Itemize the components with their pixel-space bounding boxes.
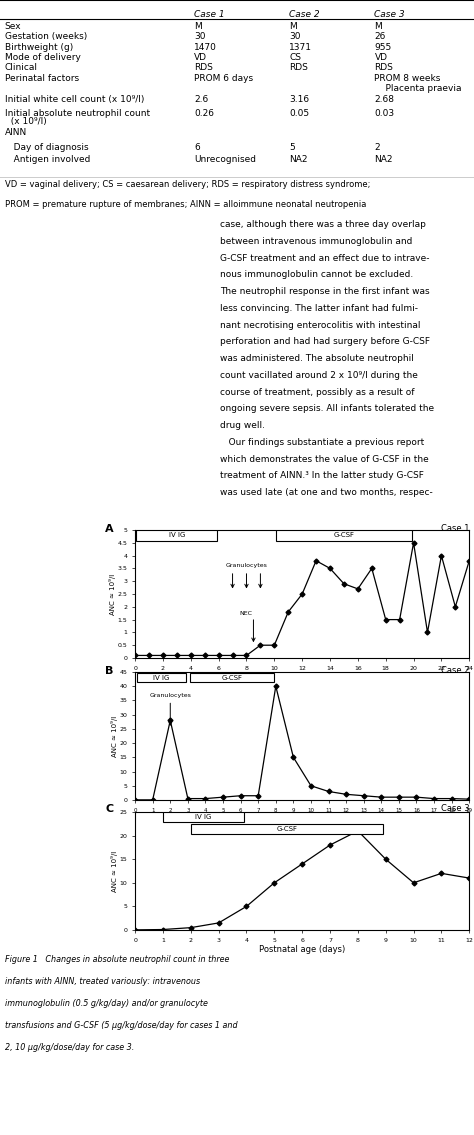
Text: Day of diagnosis: Day of diagnosis	[5, 143, 88, 152]
Y-axis label: ANC ≈ 10⁹/l: ANC ≈ 10⁹/l	[111, 850, 118, 892]
Bar	[190, 673, 274, 682]
Text: perforation and had had surgery before G-CSF: perforation and had had surgery before G…	[220, 337, 430, 346]
Text: AINN: AINN	[5, 128, 27, 137]
Text: 1470: 1470	[194, 43, 217, 52]
Text: Perinatal factors: Perinatal factors	[5, 74, 79, 83]
Text: Granulocytes: Granulocytes	[226, 563, 267, 569]
Y-axis label: ANC ≈ 10⁹/l: ANC ≈ 10⁹/l	[109, 573, 116, 615]
Text: B: B	[105, 665, 113, 675]
Text: infants with AINN, treated variously: intravenous: infants with AINN, treated variously: in…	[5, 977, 200, 986]
Bar	[163, 812, 244, 823]
Text: Sex: Sex	[5, 23, 21, 32]
Text: Birthweight (g): Birthweight (g)	[5, 43, 73, 52]
Text: RDS: RDS	[194, 64, 213, 73]
Text: 6: 6	[194, 143, 200, 152]
Text: PROM = premature rupture of membranes; AINN = alloimmune neonatal neutropenia: PROM = premature rupture of membranes; A…	[5, 200, 366, 209]
Text: count vacillated around 2 x 10⁹/l during the: count vacillated around 2 x 10⁹/l during…	[220, 371, 418, 380]
Text: M: M	[194, 23, 202, 32]
Text: VD = vaginal delivery; CS = caesarean delivery; RDS = respiratory distress syndr: VD = vaginal delivery; CS = caesarean de…	[5, 180, 370, 190]
Text: Granulocytes: Granulocytes	[149, 692, 191, 698]
Text: G-CSF: G-CSF	[276, 826, 297, 832]
Text: 2, 10 μg/kg/dose/day for case 3.: 2, 10 μg/kg/dose/day for case 3.	[5, 1043, 134, 1052]
Text: course of treatment, possibly as a result of: course of treatment, possibly as a resul…	[220, 388, 415, 396]
Text: immunoglobulin (0.5 g/kg/day) and/or granulocyte: immunoglobulin (0.5 g/kg/day) and/or gra…	[5, 999, 208, 1008]
Text: M: M	[374, 23, 382, 32]
Text: PROM 8 weeks: PROM 8 weeks	[374, 74, 441, 83]
Text: Initial absolute neutrophil count: Initial absolute neutrophil count	[5, 109, 150, 118]
Text: Case 1: Case 1	[194, 10, 225, 19]
Text: G-CSF treatment and an effect due to intrave-: G-CSF treatment and an effect due to int…	[220, 253, 430, 262]
Text: NA2: NA2	[289, 154, 308, 163]
Y-axis label: ANC ≈ 10⁹/l: ANC ≈ 10⁹/l	[111, 715, 118, 757]
Text: NA2: NA2	[374, 154, 393, 163]
Text: IV IG: IV IG	[169, 532, 185, 538]
Text: case, although there was a three day overlap: case, although there was a three day ove…	[220, 220, 426, 229]
Text: Case 3: Case 3	[374, 10, 405, 19]
Text: treatment of AINN.³ In the latter study G-CSF: treatment of AINN.³ In the latter study …	[220, 471, 424, 480]
X-axis label: Postnatal age (days): Postnatal age (days)	[259, 945, 345, 955]
Text: was administered. The absolute neutrophil: was administered. The absolute neutrophi…	[220, 354, 414, 363]
Text: Our findings substantiate a previous report: Our findings substantiate a previous rep…	[220, 438, 425, 447]
Text: C: C	[105, 804, 113, 814]
Text: Case 3: Case 3	[441, 804, 469, 813]
Text: transfusions and G-CSF (5 μg/kg/dose/day for cases 1 and: transfusions and G-CSF (5 μg/kg/dose/day…	[5, 1022, 237, 1029]
Text: 5: 5	[289, 143, 295, 152]
Text: between intravenous immunoglobulin and: between intravenous immunoglobulin and	[220, 237, 413, 246]
Text: Figure 1   Changes in absolute neutrophil count in three: Figure 1 Changes in absolute neutrophil …	[5, 955, 229, 964]
Text: IV IG: IV IG	[195, 814, 211, 821]
Text: 0.05: 0.05	[289, 109, 309, 118]
Text: less convincing. The latter infant had fulmi-: less convincing. The latter infant had f…	[220, 304, 419, 313]
Text: M: M	[289, 23, 297, 32]
Text: Antigen involved: Antigen involved	[5, 154, 90, 163]
Text: 30: 30	[194, 32, 206, 41]
Text: which demonstrates the value of G-CSF in the: which demonstrates the value of G-CSF in…	[220, 455, 429, 464]
Bar	[191, 824, 383, 834]
Text: 26: 26	[374, 32, 386, 41]
Text: ongoing severe sepsis. All infants tolerated the: ongoing severe sepsis. All infants toler…	[220, 404, 435, 413]
Text: 30: 30	[289, 32, 301, 41]
Text: Gestation (weeks): Gestation (weeks)	[5, 32, 87, 41]
Text: VD: VD	[194, 53, 207, 62]
Text: 2.6: 2.6	[194, 95, 209, 104]
Bar	[137, 673, 186, 682]
Text: (x 10⁹/l): (x 10⁹/l)	[5, 118, 46, 126]
Text: 3.16: 3.16	[289, 95, 309, 104]
Text: 0.03: 0.03	[374, 109, 394, 118]
Text: G-CSF: G-CSF	[221, 674, 242, 681]
Text: Case 1: Case 1	[441, 523, 469, 532]
Text: 1371: 1371	[289, 43, 312, 52]
Text: CS: CS	[289, 53, 301, 62]
Text: 2.68: 2.68	[374, 95, 394, 104]
Text: Unrecognised: Unrecognised	[194, 154, 256, 163]
Text: NEC: NEC	[239, 611, 253, 616]
Text: Case 2: Case 2	[289, 10, 320, 19]
Text: Initial white cell count (x 10⁹/l): Initial white cell count (x 10⁹/l)	[5, 95, 144, 104]
Text: VD: VD	[374, 53, 387, 62]
Text: PROM 6 days: PROM 6 days	[194, 74, 254, 83]
Text: RDS: RDS	[374, 64, 393, 73]
Text: drug well.: drug well.	[220, 421, 265, 430]
Text: Placenta praevia: Placenta praevia	[374, 84, 462, 93]
Bar	[137, 530, 217, 540]
Text: 955: 955	[374, 43, 392, 52]
Text: Case 2: Case 2	[441, 665, 469, 674]
Text: nant necrotising enterocolitis with intestinal: nant necrotising enterocolitis with inte…	[220, 320, 421, 329]
Text: Mode of delivery: Mode of delivery	[5, 53, 81, 62]
Text: Clinical: Clinical	[5, 64, 38, 73]
Bar	[276, 530, 412, 540]
Text: RDS: RDS	[289, 64, 308, 73]
Text: G-CSF: G-CSF	[333, 532, 355, 538]
Text: 2: 2	[374, 143, 380, 152]
Text: nous immunoglobulin cannot be excluded.: nous immunoglobulin cannot be excluded.	[220, 270, 414, 279]
Text: was used late (at one and two months, respec-: was used late (at one and two months, re…	[220, 488, 433, 497]
Text: A: A	[105, 523, 114, 533]
Text: IV IG: IV IG	[153, 674, 170, 681]
Text: The neutrophil response in the first infant was: The neutrophil response in the first inf…	[220, 287, 430, 296]
Text: 0.26: 0.26	[194, 109, 214, 118]
